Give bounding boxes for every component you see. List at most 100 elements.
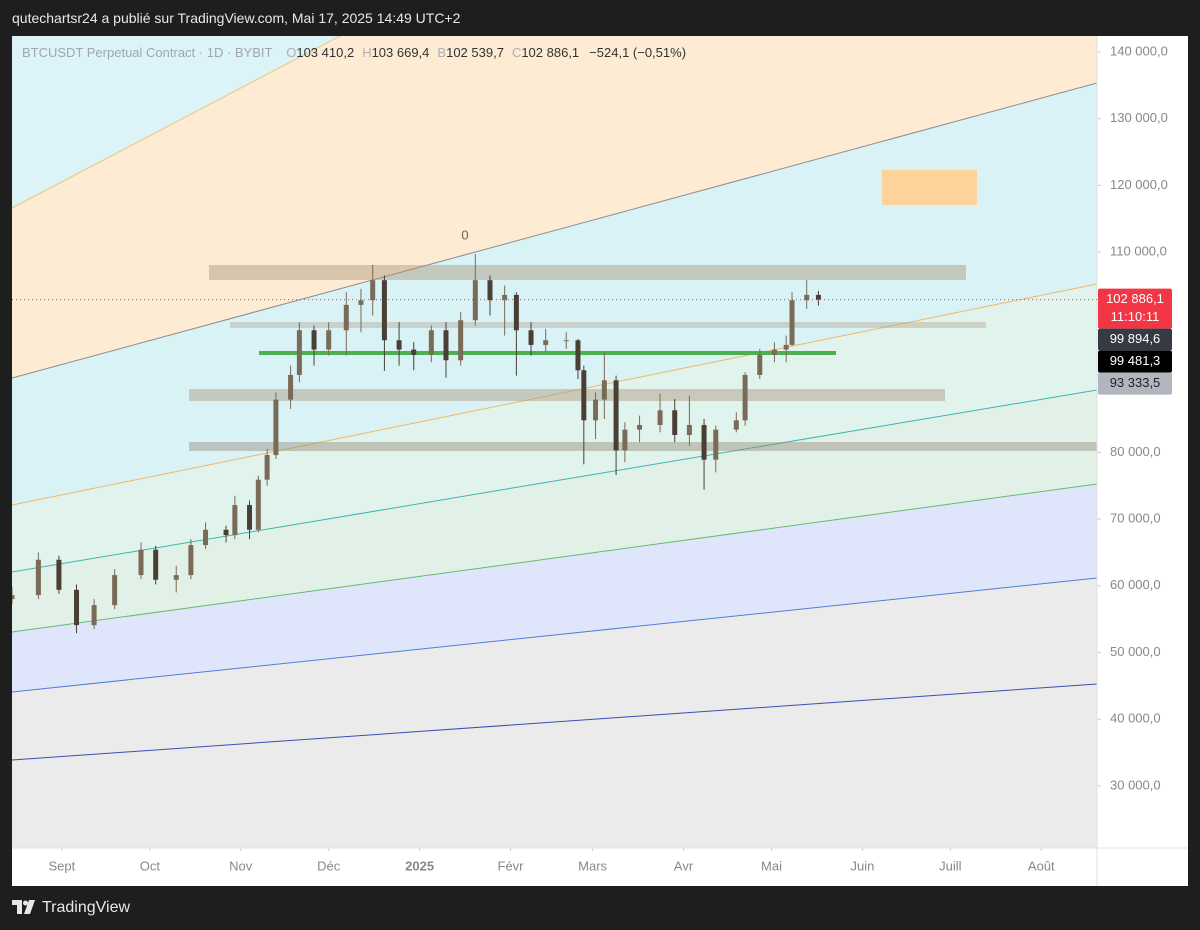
candle-body — [326, 330, 332, 350]
fan-band — [12, 578, 1097, 760]
candle-body — [637, 424, 643, 430]
price-label-box — [1098, 350, 1172, 373]
candle-body — [112, 575, 118, 606]
ohlc-key: B — [437, 45, 446, 60]
chart: 0 140 000,0 130 000,0 120 000,0 110 000,0 80 … — [12, 36, 1188, 886]
fan-line — [12, 283, 1097, 506]
symbol: BTCUSDT Perpetual Contract · 1D · BYBIT — [22, 45, 273, 60]
x-tick-label: Nov — [229, 858, 253, 873]
candle-body — [458, 320, 464, 361]
candle-body — [188, 545, 194, 576]
candle-body — [223, 529, 229, 536]
fan-line — [12, 36, 342, 209]
candle-body — [804, 294, 810, 301]
candle-body — [343, 304, 349, 331]
candle-body — [232, 505, 238, 536]
candle-body — [296, 330, 302, 375]
candle-body — [74, 589, 80, 626]
candle-body — [657, 410, 663, 425]
candle-body — [396, 340, 402, 350]
y-tick-label: 80 000,0 — [1110, 444, 1161, 459]
price-label-box — [1098, 328, 1172, 351]
candle-body — [203, 529, 209, 546]
y-tick-label: 130 000,0 — [1110, 110, 1168, 125]
fan-band — [12, 684, 1097, 848]
y-tick-label: 120 000,0 — [1110, 177, 1168, 192]
ohlc-key: H — [362, 45, 371, 60]
y-tick-label: 110 000,0 — [1110, 244, 1167, 259]
candle-body — [513, 294, 519, 331]
price-label: 99 481,3 — [1110, 353, 1161, 368]
annotation: 0 — [461, 227, 468, 242]
x-tick-label: 2025 — [405, 858, 434, 873]
candle-body — [138, 549, 144, 576]
fan-line — [12, 82, 1097, 379]
fan-line — [12, 683, 1097, 761]
footer-bar: TradingView — [0, 886, 1200, 930]
candle-body — [581, 370, 587, 421]
fan-line — [12, 389, 1097, 573]
candle-body — [733, 420, 739, 430]
candle-body — [701, 424, 707, 460]
x-tick-label: Sept — [48, 858, 75, 873]
candle-body — [153, 549, 159, 580]
candle-body — [575, 340, 581, 371]
candle-body — [381, 280, 387, 341]
fan-band — [12, 83, 1097, 505]
y-tick-label: 60 000,0 — [1110, 577, 1161, 592]
price-label: 102 886,1 — [1106, 291, 1164, 306]
candle-body — [613, 380, 619, 451]
zone — [230, 322, 986, 328]
publisher-bar: qutechartsr24 a publié sur TradingView.c… — [0, 0, 1200, 36]
target-zone — [882, 170, 977, 205]
candle-body — [622, 429, 628, 451]
y-tick-label: 40 000,0 — [1110, 711, 1161, 726]
candle-body — [789, 300, 795, 345]
x-tick-label: Déc — [317, 858, 341, 873]
ohlc-key: C — [512, 45, 521, 60]
fan-band — [12, 484, 1097, 692]
price-label-box — [1098, 372, 1172, 395]
candle-body — [593, 399, 599, 421]
x-tick-label: Juin — [850, 858, 874, 873]
ohlc-value: 103 410,2 — [296, 45, 354, 60]
candle-body — [783, 344, 789, 350]
ohlc-key: O — [286, 45, 296, 60]
candle-body — [358, 300, 364, 305]
y-tick-label: 140 000,0 — [1110, 43, 1168, 58]
x-tick-label: Août — [1028, 858, 1055, 873]
candle-body — [264, 455, 270, 480]
x-tick-label: Oct — [140, 858, 161, 873]
candle-body — [12, 595, 15, 600]
candle-body — [255, 479, 261, 530]
zone — [209, 265, 966, 280]
x-tick-label: Juill — [939, 858, 962, 873]
zone — [189, 389, 945, 401]
publisher-text: qutechartsr24 a publié sur TradingView.c… — [12, 10, 461, 26]
x-tick-label: Févr — [498, 858, 525, 873]
candle-body — [173, 575, 179, 580]
candle-body — [713, 429, 719, 460]
zone — [189, 442, 1097, 451]
candle-body — [672, 410, 678, 435]
change: −524,1 (−0,51%) — [589, 45, 686, 60]
candle-body — [91, 605, 97, 626]
candle-body — [815, 294, 821, 300]
brand-name: TradingView — [42, 899, 131, 916]
candle-body — [411, 349, 417, 355]
candle-body — [56, 559, 62, 590]
candle-body — [528, 330, 534, 345]
fan-band — [12, 284, 1097, 572]
candle-body — [686, 424, 692, 435]
candle-body — [757, 354, 763, 375]
fan-band — [12, 36, 1097, 378]
candle-body — [771, 349, 777, 355]
candle-body — [247, 505, 253, 530]
candle-body — [35, 559, 41, 596]
candle-body — [370, 280, 376, 301]
y-tick-label: 30 000,0 — [1110, 777, 1161, 792]
price-label-box — [1098, 288, 1172, 329]
candle-body — [443, 330, 449, 361]
countdown: 11:10:11 — [1111, 309, 1160, 324]
